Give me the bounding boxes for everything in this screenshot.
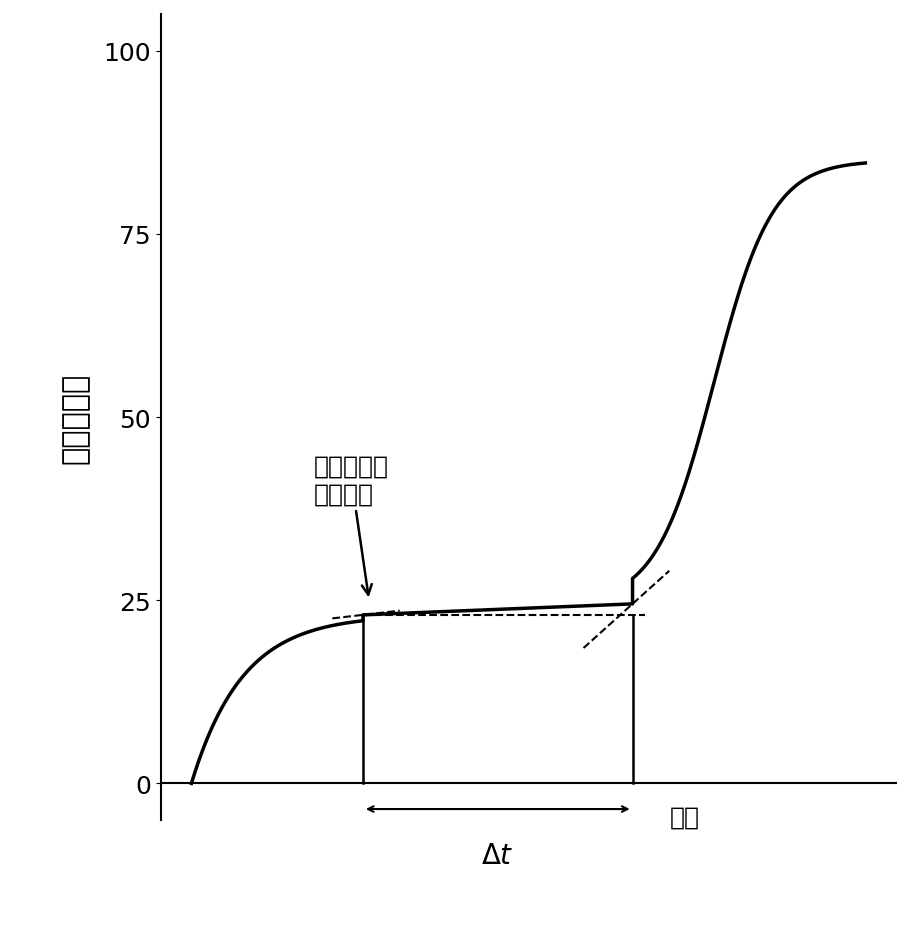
Text: 加入亚硝基
二硫酸盐: 加入亚硝基 二硫酸盐 <box>314 454 389 595</box>
Y-axis label: 单体转化率: 单体转化率 <box>60 372 89 463</box>
Text: $\Delta t$: $\Delta t$ <box>481 842 514 870</box>
Text: 时间: 时间 <box>670 805 700 829</box>
